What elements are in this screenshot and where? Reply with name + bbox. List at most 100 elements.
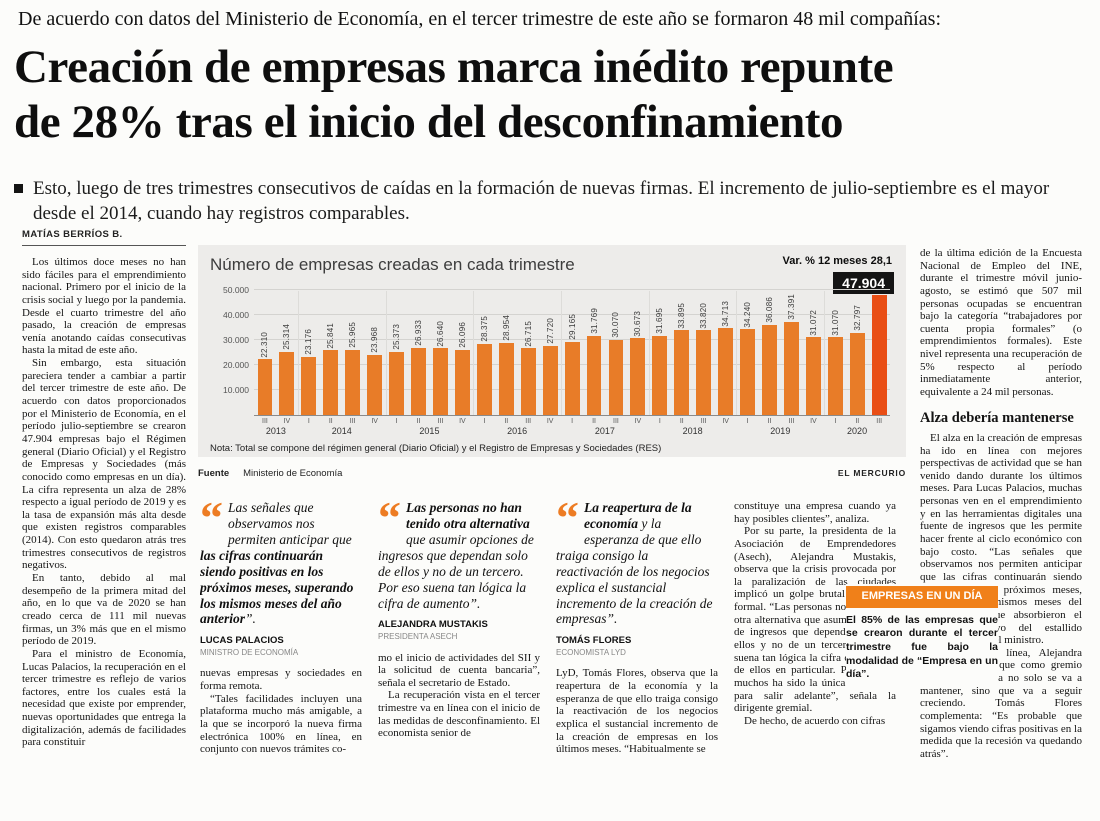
- deck-bullet-square: [14, 184, 23, 193]
- bar-value-label: 36.086: [765, 297, 775, 323]
- bar-value-label: 30.673: [633, 310, 643, 337]
- bar-slot: 31.070: [824, 310, 846, 415]
- bar-slot: 33.895: [671, 303, 693, 415]
- bar-value-label: 31.769: [589, 307, 599, 334]
- headline-line-2: de 28% tras el inicio del desconfinamien…: [14, 95, 844, 148]
- bar-value-label: 34.713: [721, 300, 731, 327]
- deck-row: Esto, luego de tres trimestres consecuti…: [14, 176, 1086, 226]
- bar-slot: 34.240: [737, 302, 759, 415]
- chart-source-label: Fuente: [198, 468, 230, 479]
- bar: [696, 330, 712, 415]
- bar-slot: 25.965: [342, 322, 364, 415]
- bar: [433, 348, 448, 415]
- bar: [827, 337, 843, 415]
- bar-slot: 29.165: [561, 314, 583, 415]
- quarter-tick: II: [855, 418, 860, 425]
- quarter-tick: IV: [722, 418, 729, 425]
- bar: [849, 333, 865, 415]
- quarter-tick: I: [746, 418, 749, 425]
- paragraph: Los últimos doce meses no han sido fácil…: [22, 256, 186, 357]
- year-tick: 2020: [847, 426, 868, 436]
- bar-value-label: 25.841: [326, 322, 336, 349]
- bar: [345, 350, 361, 415]
- bar-slot: 31.769: [583, 308, 605, 415]
- quarter-tick: IV: [810, 418, 817, 425]
- bar-value-label: 26.933: [414, 320, 424, 346]
- paragraph: En tanto, debido al mal desempeño de la …: [22, 572, 186, 648]
- bar: [498, 342, 514, 415]
- bar-slot: 26.933: [408, 320, 430, 415]
- year-separator: [824, 291, 826, 415]
- bar: [674, 330, 690, 415]
- chart-title: Número de empresas creadas en cada trime…: [210, 255, 575, 274]
- quote-attribution: LUCAS PALACIOS MINISTRO DE ECONOMÍA: [200, 635, 362, 658]
- gridline: [254, 314, 890, 315]
- bar-slot: 37.391: [781, 294, 803, 415]
- bar: [564, 342, 580, 415]
- headline-line-1: Creación de empresas marca inédito repun…: [14, 41, 894, 93]
- quarter-tick: I: [395, 418, 398, 425]
- year-separator: [736, 291, 738, 415]
- chart-var-label: Var. % 12 meses 28,1: [782, 255, 892, 267]
- quote-author: ALEJANDRA MUSTAKIS: [378, 619, 488, 631]
- year-tick: 2017: [594, 426, 615, 436]
- article-column-right: de la última edición de la Encuesta Naci…: [920, 247, 1082, 821]
- year-tick: 2016: [507, 426, 528, 436]
- quote-author-role: MINISTRO DE ECONOMÍA: [200, 648, 299, 658]
- bar-slot: 23.176: [298, 329, 320, 415]
- year-tick: 2019: [770, 426, 791, 436]
- y-axis-tick: 20.000: [223, 360, 249, 370]
- headline: Creación de empresas marca inédito repun…: [14, 40, 1092, 149]
- bar-highlighted: [871, 295, 887, 415]
- bar: [784, 321, 799, 415]
- year-separator: [385, 291, 387, 415]
- bar: [520, 348, 536, 415]
- bar-value-label: 28.375: [479, 316, 489, 343]
- quarter-tick: II: [416, 418, 421, 425]
- kicker: De acuerdo con datos del Ministerio de E…: [18, 8, 942, 30]
- bar-value-label: 31.070: [830, 309, 840, 336]
- bar-slot: 28.375: [473, 316, 495, 415]
- quarter-tick: II: [328, 418, 333, 425]
- bar: [608, 339, 624, 415]
- paragraph: Sin embargo, esta situación pareciera te…: [22, 357, 186, 572]
- quarter-tick: I: [571, 418, 574, 425]
- quote-author-role: PRESIDENTA ASECH: [378, 632, 458, 642]
- paragraph: Para el ministro de Economía, Lucas Pala…: [22, 647, 186, 749]
- chart-plot: 22.310 25.314 23.176 25.841 25.965 23.968 25.3…: [223, 285, 890, 416]
- chart: Número de empresas creadas en cada trime…: [198, 245, 906, 457]
- quarter-tick: IV: [371, 418, 378, 425]
- article-column-3: mo el inicio de actividades del SII y la…: [378, 652, 540, 740]
- paragraph: nuevas empresas y sociedades en forma re…: [200, 667, 362, 693]
- article-column-2: nuevas empresas y sociedades en forma re…: [200, 667, 362, 755]
- bar-value-label: 31.072: [808, 309, 818, 336]
- year-separator: [561, 291, 563, 415]
- quarter-tick: IV: [459, 418, 466, 425]
- bar-slot: 36.086: [759, 297, 781, 415]
- bar-value-label: 30.070: [611, 312, 621, 338]
- right-column-bottom: El alza en la creación de empresas ha id…: [920, 432, 1082, 761]
- quarter-tick: IV: [634, 418, 642, 425]
- quote-text: Las señales que observamos nos permiten …: [200, 500, 354, 627]
- bar: [740, 329, 756, 415]
- paragraph: De hecho, de acuerdo con cifras: [744, 714, 886, 727]
- year-separator: [297, 291, 299, 415]
- quarter-tick: III: [700, 418, 707, 425]
- quarter-tick: II: [679, 418, 684, 425]
- quarter-tick: IV: [283, 418, 291, 425]
- paragraph: LyD, Tomás Flores, observa que la reaper…: [556, 667, 718, 756]
- quarter-tick: III: [349, 418, 356, 425]
- quote-column-2: “ Las personas no han tenido otra altern…: [378, 500, 540, 821]
- bar-slot: 33.820: [693, 303, 715, 415]
- gridline: [254, 289, 890, 290]
- bar-value-label: 33.820: [699, 302, 709, 329]
- paragraph: mo el inicio de actividades del SII y la…: [378, 651, 540, 689]
- bar-slot: 22.310: [254, 332, 276, 415]
- quarter-tick: II: [767, 418, 772, 425]
- year-separator: [648, 291, 650, 415]
- paragraph: de la última edición de la Encuesta Naci…: [920, 247, 1082, 399]
- bar-value-label: 26.715: [523, 320, 533, 347]
- bar-value-label: 25.373: [392, 323, 402, 350]
- inset-box-tag: EMPRESAS EN UN DÍA: [846, 586, 998, 608]
- quarter-tick: III: [437, 418, 444, 425]
